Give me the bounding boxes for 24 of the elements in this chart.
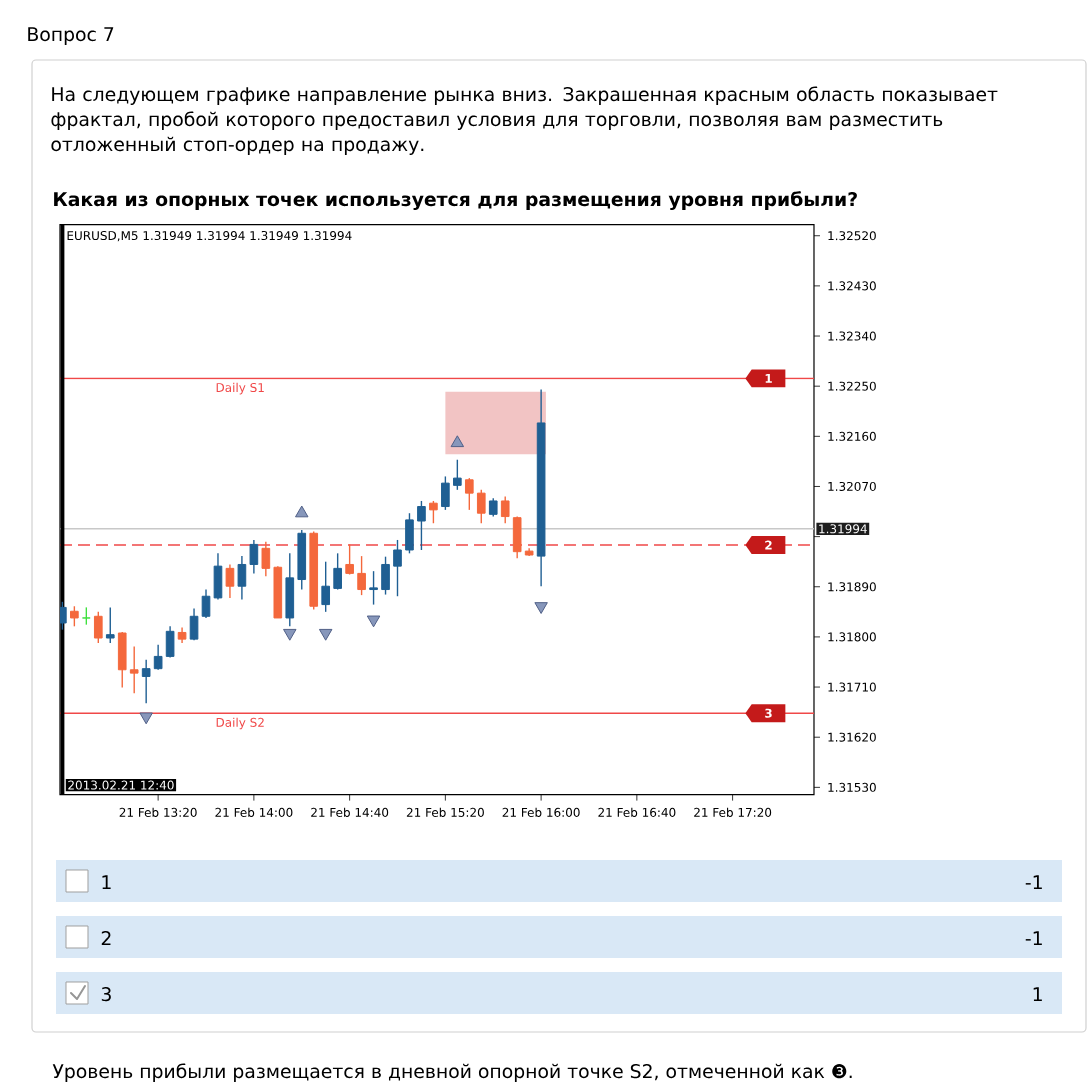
- point: [283, 628, 297, 641]
- point: [139, 712, 153, 725]
- point: [366, 615, 381, 628]
- chart-title: Какая из опорных точек используется для размещения уровня прибыли?: [54, 191, 857, 211]
- text: 2: [101, 931, 111, 945]
- text: 3: [101, 987, 111, 1002]
- text: 1: [1033, 987, 1042, 1001]
- candlestick: [93, 611, 103, 644]
- point: [534, 602, 548, 614]
- text: Вопрос 7: [28, 27, 114, 45]
- candlestick: [500, 495, 510, 524]
- text: -1: [1025, 875, 1042, 889]
- point: [295, 505, 309, 518]
- candlestick: [105, 606, 115, 644]
- candlestick: [429, 500, 438, 524]
- point: [450, 435, 465, 448]
- point: [318, 628, 333, 641]
- text: На следующем графике направление рынка вниз. Закрашенная красным область показывает фрактал, пробой которого предоставил условия для торговли, позволяя вам разместить отложенный стоп-ордер на продажу.: [51, 86, 998, 155]
- candlestick: [488, 497, 498, 518]
- candlestick: [225, 563, 235, 599]
- text: Уровень прибыли размещается в дневной опорной точке S2, отмеченной как ❸.: [52, 1063, 852, 1082]
- candlestick: [70, 605, 79, 628]
- text: 1: [102, 875, 111, 889]
- text: -1: [1025, 931, 1042, 945]
